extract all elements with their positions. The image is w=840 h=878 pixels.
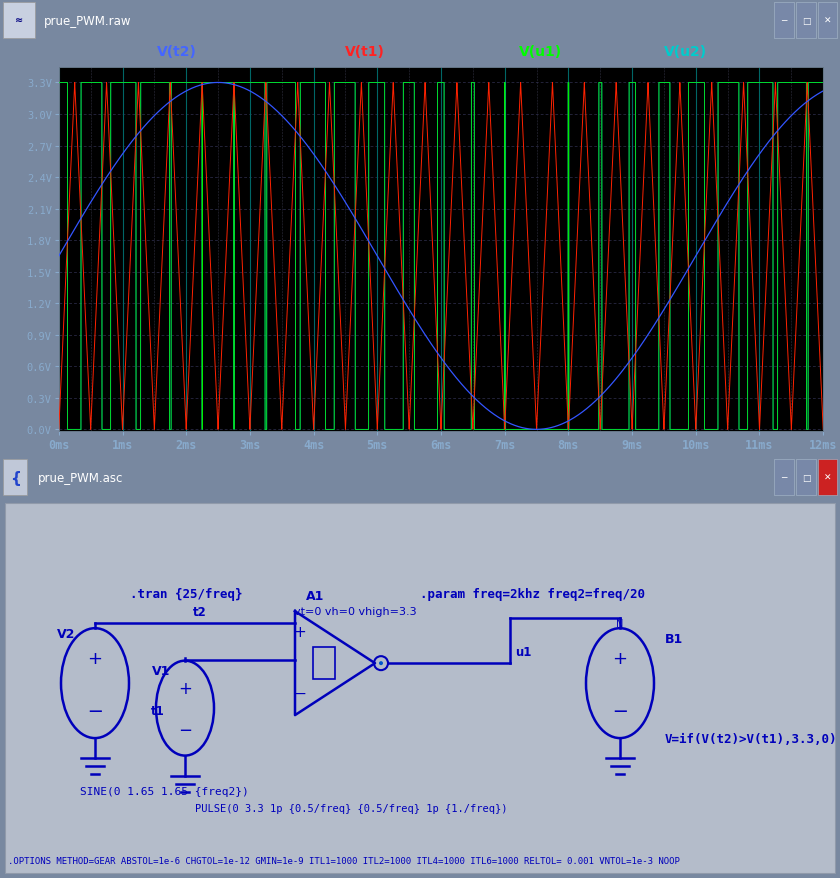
Text: V(t1): V(t1): [344, 45, 385, 59]
FancyBboxPatch shape: [3, 4, 35, 39]
Text: u1: u1: [515, 645, 532, 658]
Text: A1: A1: [306, 589, 324, 602]
Text: □: □: [801, 473, 811, 482]
FancyBboxPatch shape: [818, 4, 837, 39]
Text: ✕: ✕: [824, 473, 832, 482]
FancyBboxPatch shape: [3, 460, 27, 495]
Text: ✕: ✕: [824, 17, 832, 25]
FancyBboxPatch shape: [774, 460, 794, 495]
Text: PULSE(0 3.3 1p {0.5/freq} {0.5/freq} 1p {1./freq}): PULSE(0 3.3 1p {0.5/freq} {0.5/freq} 1p …: [195, 803, 507, 813]
Text: B1: B1: [665, 632, 683, 645]
Text: ─: ─: [781, 473, 787, 482]
Text: .param freq=2khz freq2=freq/20: .param freq=2khz freq2=freq/20: [420, 587, 645, 600]
Text: V1: V1: [152, 664, 170, 677]
Text: V(u1): V(u1): [519, 45, 562, 59]
Text: vt=0 vh=0 vhigh=3.3: vt=0 vh=0 vhigh=3.3: [294, 607, 417, 616]
FancyBboxPatch shape: [818, 460, 837, 495]
FancyBboxPatch shape: [5, 504, 835, 873]
Text: V(t2): V(t2): [157, 45, 197, 59]
FancyBboxPatch shape: [774, 4, 794, 39]
Text: prue_PWM.asc: prue_PWM.asc: [38, 471, 123, 484]
Text: +: +: [178, 680, 192, 697]
Text: V2: V2: [56, 627, 75, 640]
FancyBboxPatch shape: [796, 4, 816, 39]
Text: +: +: [612, 650, 627, 667]
Text: .tran {25/freq}: .tran {25/freq}: [130, 587, 243, 600]
Text: t1: t1: [151, 704, 165, 716]
Circle shape: [379, 661, 383, 666]
Text: V(u2): V(u2): [664, 45, 707, 59]
Text: □: □: [801, 17, 811, 25]
Text: ─: ─: [180, 722, 190, 739]
Text: .OPTIONS METHOD=GEAR ABSTOL=1e-6 CHGTOL=1e-12 GMIN=1e-9 ITL1=1000 ITL2=1000 ITL4: .OPTIONS METHOD=GEAR ABSTOL=1e-6 CHGTOL=…: [8, 855, 680, 865]
Text: V=if(V(t2)>V(t1),3.3,0): V=if(V(t2)>V(t1),3.3,0): [665, 731, 837, 745]
Text: ─: ─: [614, 702, 626, 721]
Text: t2: t2: [193, 605, 207, 618]
Text: +: +: [294, 624, 307, 639]
Text: +: +: [87, 650, 102, 667]
Text: ─: ─: [89, 702, 101, 721]
Text: ─: ─: [781, 17, 787, 25]
Text: prue_PWM.raw: prue_PWM.raw: [44, 15, 131, 27]
Text: SINE(0 1.65 1.65 {freq2}): SINE(0 1.65 1.65 {freq2}): [80, 786, 249, 796]
Text: N: N: [617, 618, 623, 629]
Text: ─: ─: [296, 686, 305, 701]
Text: ≈: ≈: [15, 16, 24, 26]
FancyBboxPatch shape: [796, 460, 816, 495]
Text: {: {: [10, 470, 20, 486]
